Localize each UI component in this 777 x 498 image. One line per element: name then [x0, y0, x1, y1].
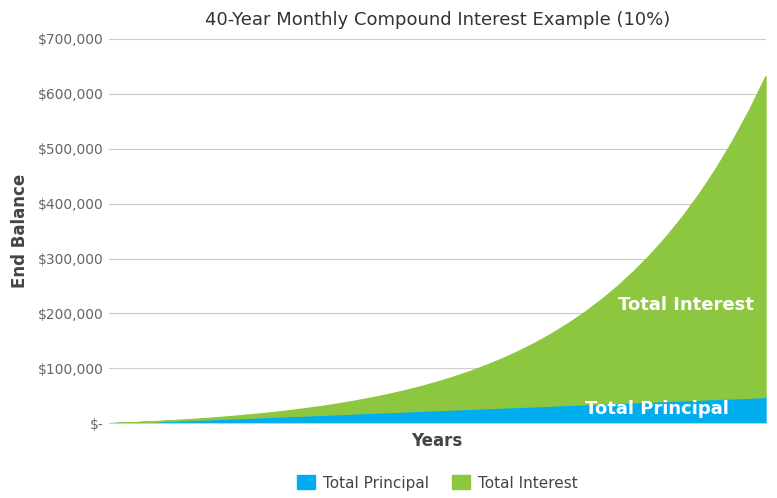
X-axis label: Years: Years: [412, 432, 463, 450]
Text: Total Interest: Total Interest: [618, 296, 754, 314]
Title: 40-Year Monthly Compound Interest Example (10%): 40-Year Monthly Compound Interest Exampl…: [204, 11, 670, 29]
Legend: Total Principal, Total Interest: Total Principal, Total Interest: [291, 470, 584, 497]
Text: Total Principal: Total Principal: [585, 400, 729, 418]
Y-axis label: End Balance: End Balance: [11, 174, 29, 288]
